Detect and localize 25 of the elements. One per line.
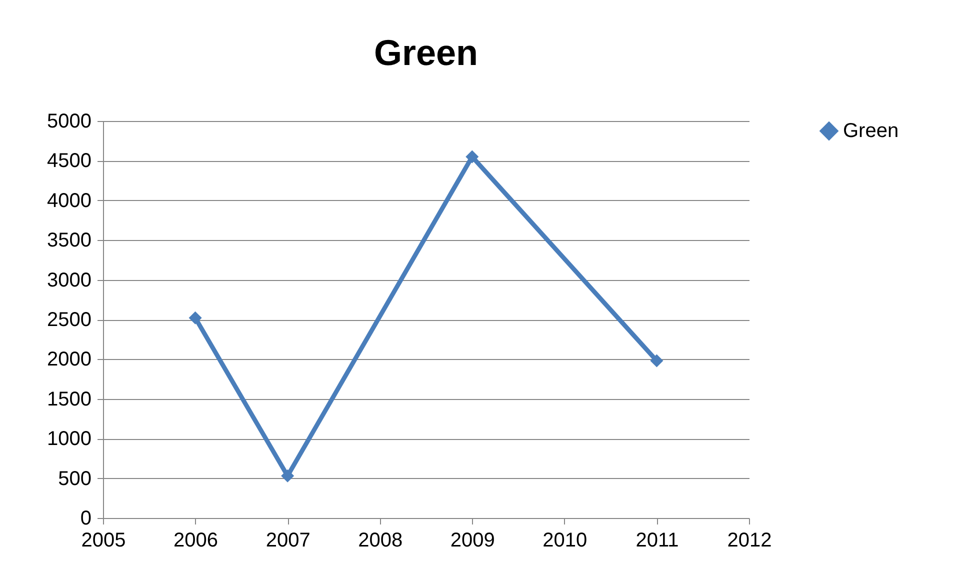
y-tick-label: 1000 xyxy=(47,428,92,450)
x-tick-label: 2005 xyxy=(81,530,126,552)
y-tick-label: 4000 xyxy=(47,190,92,212)
y-tick-label: 4500 xyxy=(47,150,92,172)
y-tick-label: 3000 xyxy=(47,269,92,292)
x-tick-label: 2011 xyxy=(636,530,679,552)
y-tick-label: 1500 xyxy=(47,388,92,410)
point xyxy=(466,150,479,164)
point xyxy=(650,354,664,368)
x-tick-label: 2006 xyxy=(174,530,218,552)
x-tick-label: 2008 xyxy=(358,530,403,552)
x-tick-label: 2007 xyxy=(266,530,310,552)
y-tick-label: 3500 xyxy=(47,230,92,252)
legend-label: Green xyxy=(843,120,899,142)
y-tick-label: 5000 xyxy=(47,110,92,132)
point xyxy=(281,469,294,482)
y-tick-label: 500 xyxy=(58,468,92,490)
x-tick-label: 2009 xyxy=(450,530,495,552)
x-tick-label: 2010 xyxy=(542,530,588,552)
point xyxy=(188,311,202,324)
y-tick-label: 0 xyxy=(80,508,92,530)
y-tick-label: 2500 xyxy=(47,309,92,331)
x-tick-label: 2012 xyxy=(727,530,772,552)
y-tick-label: 2000 xyxy=(47,348,92,371)
chart-title: Green xyxy=(374,32,478,73)
